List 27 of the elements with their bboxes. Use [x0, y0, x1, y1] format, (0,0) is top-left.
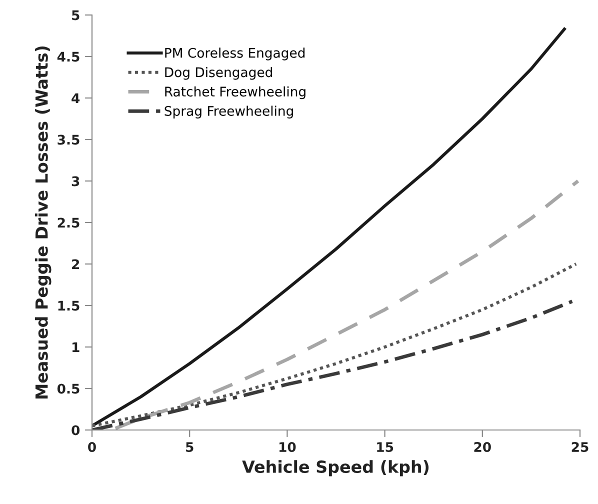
y-tick-label: 3	[72, 176, 80, 186]
y-tick-label: 1.5	[58, 300, 80, 311]
x-tick-label: 15	[377, 442, 394, 452]
y-tick-label: 2	[72, 259, 80, 270]
x-tick-label: 10	[280, 442, 296, 452]
y-tick-label: 3.5	[58, 134, 80, 145]
legend-label: Sprag Freewheeling	[164, 106, 293, 118]
y-tick-label: 2.5	[58, 218, 80, 228]
line-series	[92, 300, 574, 430]
line-series	[114, 179, 580, 430]
x-tick-label: 0	[88, 442, 96, 452]
y-tick-label: 4.5	[57, 52, 80, 62]
legend-label: PM Coreless Engaged	[165, 48, 305, 60]
x-tick-label: 25	[572, 442, 588, 452]
y-tick-label: 0.5	[57, 384, 80, 394]
line-series	[92, 262, 578, 428]
line-series	[92, 28, 566, 428]
y-tick-label: 4	[72, 93, 80, 104]
y-tick-label: 1	[72, 342, 80, 352]
legend-label: Ratchet Freewheeling	[165, 86, 306, 100]
x-axis-title: Vehicle Speed (kph)	[242, 460, 429, 476]
legend-label: Dog Disengaged	[165, 66, 272, 80]
y-tick-label: 0	[72, 425, 80, 436]
x-tick-label: 20	[474, 442, 491, 452]
x-tick-label: 5	[186, 442, 194, 452]
y-axis-title: Measued Peggie Drive Losses (Watts)	[35, 46, 52, 398]
y-tick-label: 5	[72, 10, 80, 20]
